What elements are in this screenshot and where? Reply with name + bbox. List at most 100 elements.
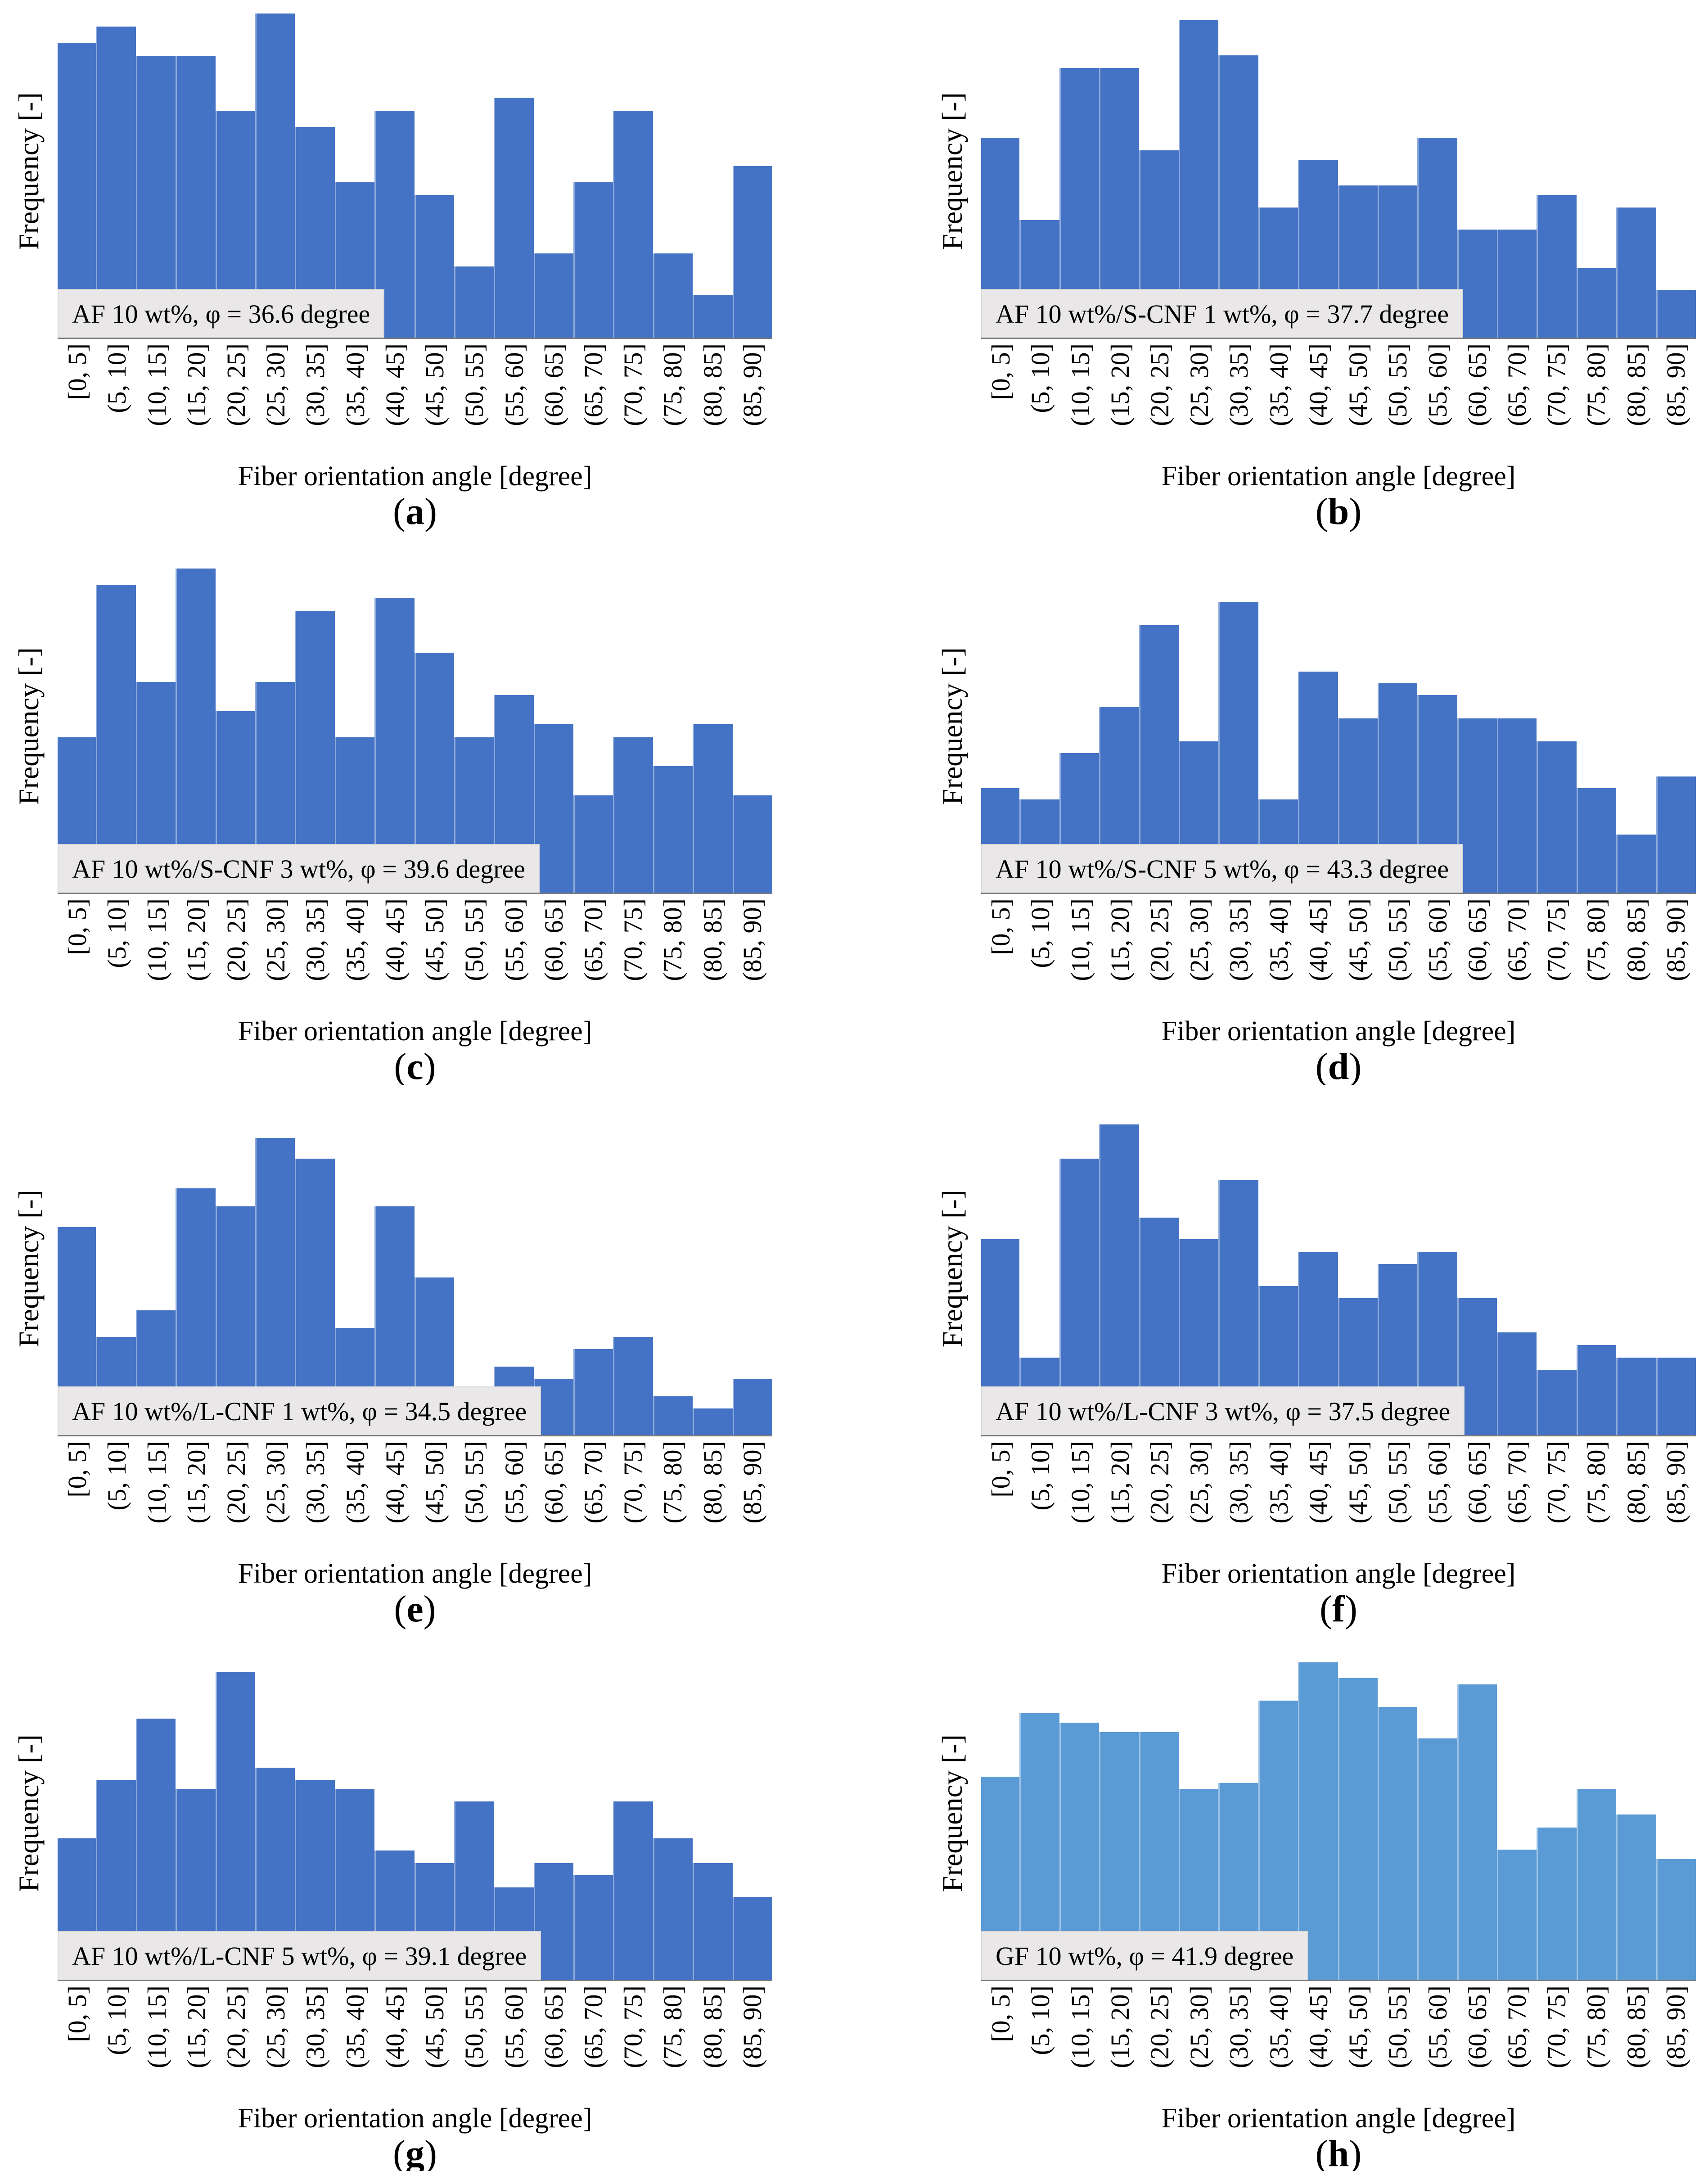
x-tick-label: (45, 50]: [1343, 898, 1373, 981]
x-tick-label: (25, 30]: [1185, 1441, 1214, 1524]
x-tick-label: (40, 45]: [1303, 898, 1333, 981]
x-tick-label: (80, 85]: [1621, 1986, 1651, 2068]
x-tick-label: (25, 30]: [261, 343, 291, 426]
x-tick-label: (80, 85]: [698, 898, 727, 981]
x-tick-label: (85, 90]: [737, 1986, 767, 2068]
y-axis-title: Frequency [-]: [12, 1190, 45, 1348]
histogram-bar: [573, 795, 613, 893]
x-tick-label: (10, 15]: [142, 898, 171, 981]
histogram-bar: [1537, 1827, 1577, 1980]
x-axis-title: Fiber orientation angle [degree]: [238, 461, 592, 492]
histogram-bar: [414, 195, 454, 338]
plot-area: AF 10 wt%/S-CNF 3 wt%, φ = 39.6 degree: [58, 559, 773, 894]
annotation-box: AF 10 wt%, φ = 36.6 degree: [58, 289, 385, 338]
x-tick-label: (5, 10]: [102, 1986, 132, 2055]
x-tick-label: (65, 70]: [578, 1986, 608, 2068]
x-tick-label: (5, 10]: [1026, 1986, 1055, 2055]
x-tick-label: (55, 60]: [499, 1441, 529, 1524]
x-tick-label: (20, 25]: [1145, 898, 1174, 981]
histogram-bar: [494, 98, 534, 338]
x-tick-label: (10, 15]: [1065, 1986, 1095, 2068]
x-tick-label: (45, 50]: [420, 1441, 450, 1524]
x-axis-title: Fiber orientation angle [degree]: [1161, 2103, 1516, 2134]
x-tick-label: (85, 90]: [737, 343, 767, 426]
x-tick-label: (5, 10]: [102, 343, 132, 413]
histogram-bar: [653, 253, 693, 338]
x-tick-label: (60, 65]: [539, 898, 568, 981]
histogram-bar: [1656, 1859, 1696, 1980]
annotation-text: AF 10 wt%/L-CNF 5 wt%, φ = 39.1 degree: [72, 1941, 527, 1971]
histogram-bar: [1417, 1738, 1457, 1980]
x-tick-label: (35, 40]: [1264, 1441, 1293, 1524]
x-tick-label: (65, 70]: [578, 343, 608, 426]
x-axis-title: Fiber orientation angle [degree]: [238, 1016, 592, 1047]
x-tick-label: (45, 50]: [420, 898, 450, 981]
histogram-bar: [653, 1838, 693, 1980]
histogram-bar: [1576, 1789, 1617, 1980]
x-tick-label: (35, 40]: [340, 1441, 370, 1524]
chart-panel-a: Frequency [-] AF 10 wt%, φ = 36.6 degree…: [0, 0, 854, 542]
x-tick-label: (5, 10]: [102, 898, 132, 968]
x-tick-label: (75, 80]: [658, 343, 688, 426]
x-tick-label: (10, 15]: [1065, 1441, 1095, 1524]
x-tick-label: (50, 55]: [460, 1986, 489, 2068]
histogram-bar: [96, 585, 136, 893]
histogram-bar: [1537, 1370, 1577, 1435]
panel-letter: (a): [393, 490, 437, 533]
chart-panel-d: Frequency [-] AF 10 wt%/S-CNF 5 wt%, φ =…: [854, 542, 1708, 1085]
x-tick-label: (25, 30]: [261, 1986, 291, 2068]
x-tick-label: (70, 75]: [618, 898, 648, 981]
x-tick-label: (80, 85]: [1621, 1441, 1651, 1524]
histogram-bar: [653, 1396, 693, 1435]
x-tick-label: (55, 60]: [1423, 1441, 1452, 1524]
panel-letter: (b): [1315, 490, 1362, 533]
histogram-bar: [1457, 230, 1497, 338]
x-tick-label: (65, 70]: [1502, 1986, 1532, 2068]
y-axis-label-area: Frequency [-]: [924, 559, 981, 894]
x-tick-label: (15, 20]: [181, 1986, 211, 2068]
histogram-bar: [732, 1896, 773, 1980]
x-tick-label: [0, 5]: [63, 898, 92, 955]
plot-area: AF 10 wt%/S-CNF 1 wt%, φ = 37.7 degree: [981, 4, 1696, 339]
x-tick-label: (40, 45]: [380, 1441, 410, 1524]
x-tick-label: (55, 60]: [1423, 343, 1452, 426]
x-tick-label: (25, 30]: [261, 1441, 291, 1524]
histogram-bar: [1298, 1662, 1338, 1980]
x-tick-label: (45, 50]: [420, 343, 450, 426]
histogram-bar: [1656, 290, 1696, 338]
x-tick-label: (35, 40]: [340, 898, 370, 981]
x-tick-label: (60, 65]: [1462, 1441, 1492, 1524]
x-tick-label: (60, 65]: [539, 343, 568, 426]
panel-letter: (d): [1315, 1045, 1362, 1085]
histogram-bar: [573, 182, 613, 338]
x-tick-label: (30, 35]: [1224, 343, 1254, 426]
x-tick-label: (5, 10]: [1026, 1441, 1055, 1511]
x-tick-label: (20, 25]: [221, 898, 251, 981]
x-tick-label: (40, 45]: [380, 898, 410, 981]
x-tick-label: (40, 45]: [1303, 1441, 1333, 1524]
x-tick-label: [0, 5]: [63, 1441, 92, 1498]
x-tick-label: (65, 70]: [1502, 1441, 1532, 1524]
x-tick-label: (35, 40]: [1264, 1986, 1293, 2068]
x-tick-label: (20, 25]: [1145, 1986, 1174, 2068]
histogram-bar: [255, 1137, 295, 1435]
y-axis-title: Frequency [-]: [936, 647, 968, 805]
x-tick-label: (65, 70]: [578, 1441, 608, 1524]
histogram-bar: [1338, 1678, 1378, 1980]
x-tick-label: (65, 70]: [578, 898, 608, 981]
x-tick-label: (20, 25]: [221, 1986, 251, 2068]
x-tick-label: (5, 10]: [102, 1441, 132, 1511]
x-tick-label: (30, 35]: [301, 1441, 330, 1524]
x-tick-label: (5, 10]: [1026, 898, 1055, 968]
annotation-text: GF 10 wt%, φ = 41.9 degree: [996, 1941, 1294, 1971]
y-axis-label-area: Frequency [-]: [924, 1646, 981, 1981]
x-tick-label: (75, 80]: [1582, 1441, 1611, 1524]
histogram-bar: [693, 295, 733, 338]
x-tick-label: (45, 50]: [1343, 343, 1373, 426]
x-tick-label: (15, 20]: [181, 898, 211, 981]
histogram-bar: [1656, 1357, 1696, 1435]
x-tick-label: (30, 35]: [1224, 1986, 1254, 2068]
plot-area: GF 10 wt%, φ = 41.9 degree: [981, 1646, 1696, 1981]
